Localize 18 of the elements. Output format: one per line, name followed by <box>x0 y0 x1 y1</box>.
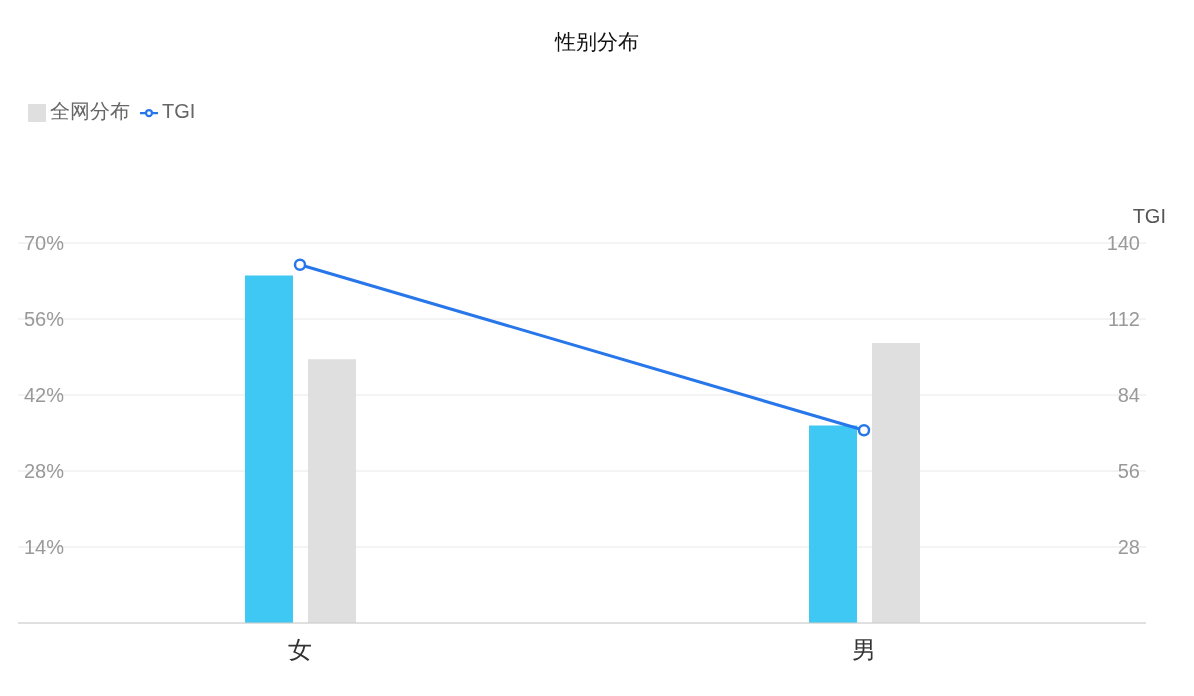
y-tick-label: 70% <box>24 232 65 255</box>
x-tick-label: 女 <box>288 636 312 664</box>
bar <box>809 425 857 623</box>
y-tick-label: 42% <box>24 384 65 407</box>
legend-label: 全网分布 <box>50 100 130 122</box>
bar <box>245 275 293 623</box>
y2-tick-label: 28 <box>1117 536 1140 559</box>
legend-label: TGI <box>162 100 196 122</box>
chart-title: 性别分布 <box>553 29 640 55</box>
y2-tick-label: 112 <box>1108 308 1140 331</box>
y2-axis-title: TGI <box>1132 205 1166 228</box>
y2-tick-label: 84 <box>1117 384 1140 407</box>
y-tick-label: 14% <box>24 536 65 559</box>
y-tick-label: 56% <box>24 308 65 331</box>
y2-tick-label: 56 <box>1117 460 1140 483</box>
y-tick-label: 28% <box>24 460 65 483</box>
x-tick-label: 男 <box>852 636 876 664</box>
y2-tick-label: 140 <box>1106 232 1140 255</box>
